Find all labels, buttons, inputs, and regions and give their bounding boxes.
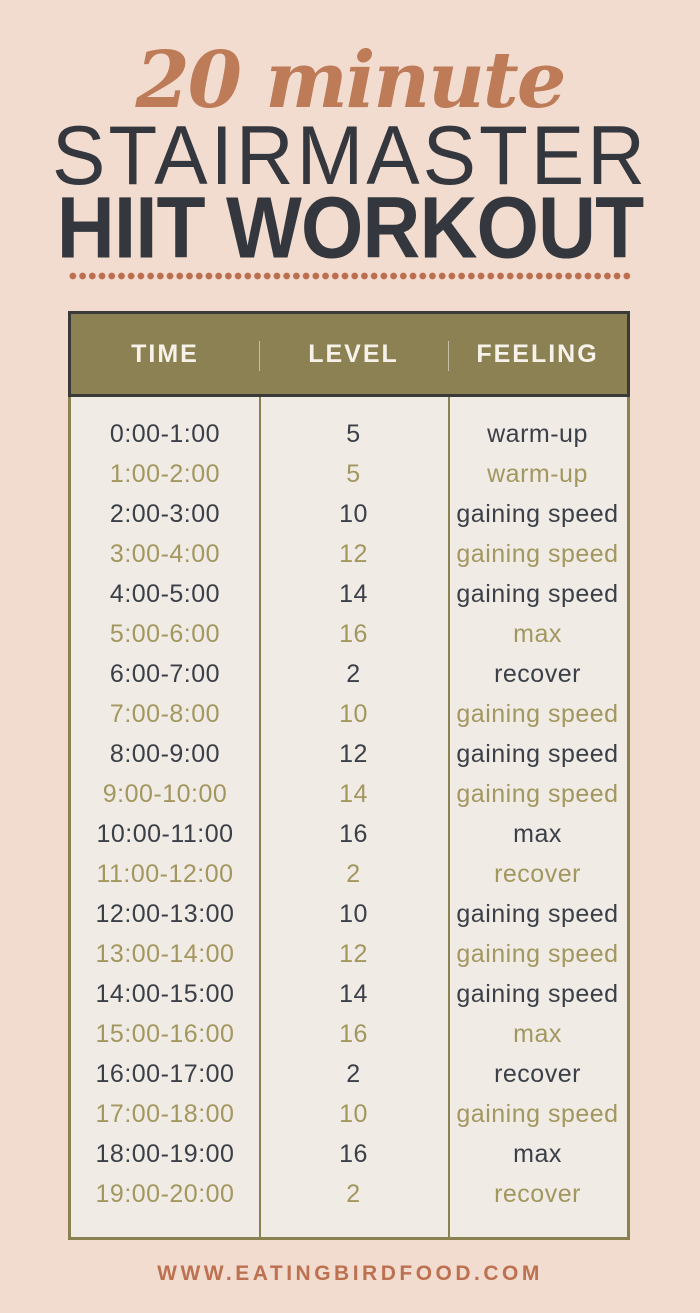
cell-feeling: recover	[494, 659, 581, 688]
cell-time: 2:00-3:00	[109, 499, 221, 528]
table-row: 14:00-15:00 14 gaining speed	[71, 974, 627, 1014]
cell-level: 2	[346, 859, 361, 888]
cell-level: 2	[346, 659, 361, 688]
table-row: 16:00-17:00 2 recover	[71, 1054, 627, 1094]
cell-feeling: warm-up	[487, 459, 588, 488]
cell-feeling: max	[513, 819, 562, 848]
table-row: 5:00-6:00 16 max	[71, 614, 627, 654]
table-row: 13:00-14:00 12 gaining speed	[71, 934, 627, 974]
cell-feeling: max	[513, 1019, 562, 1048]
header-divider	[448, 341, 449, 371]
cell-level: 10	[339, 699, 368, 728]
table-row: 7:00-8:00 10 gaining speed	[71, 694, 627, 734]
cell-level: 2	[346, 1059, 361, 1088]
table-row: 6:00-7:00 2 recover	[71, 654, 627, 694]
table-row: 3:00-4:00 12 gaining speed	[71, 534, 627, 574]
cell-level: 5	[346, 419, 361, 448]
table-row: 11:00-12:00 2 recover	[71, 854, 627, 894]
cell-feeling: max	[513, 1139, 562, 1168]
column-header-level: LEVEL	[308, 339, 399, 368]
cell-level: 14	[339, 579, 368, 608]
cell-time: 15:00-16:00	[95, 1019, 235, 1048]
cell-feeling: gaining speed	[456, 979, 619, 1008]
cell-time: 7:00-8:00	[109, 699, 221, 728]
table-row: 1:00-2:00 5 warm-up	[71, 454, 627, 494]
cell-level: 12	[339, 539, 368, 568]
table-row: 0:00-1:00 5 warm-up	[71, 414, 627, 454]
cell-level: 10	[339, 1099, 368, 1128]
website-url: WWW.EATINGBIRDFOOD.COM	[157, 1262, 543, 1285]
cell-time: 13:00-14:00	[95, 939, 235, 968]
cell-feeling: gaining speed	[456, 699, 619, 728]
table-row: 18:00-19:00 16 max	[71, 1134, 627, 1174]
workout-table-body: 0:00-1:00 5 warm-up 1:00-2:00 5 warm-up 2:00-3…	[68, 397, 630, 1240]
title-script-20-minute: 20 minute	[135, 34, 567, 126]
table-header-row: TIME LEVEL FEELING	[68, 311, 630, 397]
cell-time: 16:00-17:00	[95, 1059, 235, 1088]
table-row: 9:00-10:00 14 gaining speed	[71, 774, 627, 814]
cell-feeling: recover	[494, 1179, 581, 1208]
cell-level: 10	[339, 899, 368, 928]
cell-level: 14	[339, 979, 368, 1008]
column-header-feeling: FEELING	[476, 339, 599, 368]
cell-feeling: recover	[494, 1059, 581, 1088]
table-row: 17:00-18:00 10 gaining speed	[71, 1094, 627, 1134]
cell-time: 0:00-1:00	[109, 419, 221, 448]
cell-feeling: warm-up	[487, 419, 588, 448]
cell-feeling: gaining speed	[456, 779, 619, 808]
cell-feeling: gaining speed	[456, 579, 619, 608]
cell-feeling: gaining speed	[456, 499, 619, 528]
header-divider	[259, 341, 260, 371]
cell-time: 19:00-20:00	[95, 1179, 235, 1208]
cell-time: 9:00-10:00	[102, 779, 228, 808]
table-row: 10:00-11:00 16 max	[71, 814, 627, 854]
cell-time: 8:00-9:00	[109, 739, 221, 768]
column-header-time: TIME	[131, 339, 199, 368]
table-row: 8:00-9:00 12 gaining speed	[71, 734, 627, 774]
cell-time: 17:00-18:00	[95, 1099, 235, 1128]
cell-time: 1:00-2:00	[109, 459, 221, 488]
cell-level: 16	[339, 619, 368, 648]
cell-time: 10:00-11:00	[96, 819, 234, 848]
cell-level: 16	[339, 1019, 368, 1048]
cell-time: 12:00-13:00	[95, 899, 235, 928]
cell-feeling: max	[513, 619, 562, 648]
table-row: 15:00-16:00 16 max	[71, 1014, 627, 1054]
cell-time: 3:00-4:00	[109, 539, 221, 568]
cell-level: 16	[339, 819, 368, 848]
table-row: 19:00-20:00 2 recover	[71, 1174, 627, 1214]
title-hiit-workout: HIIT WORKOUT	[56, 180, 644, 277]
cell-feeling: gaining speed	[456, 739, 619, 768]
table-row: 12:00-13:00 10 gaining speed	[71, 894, 627, 934]
cell-level: 5	[346, 459, 361, 488]
title-stairmaster: STAIRMASTER	[51, 109, 648, 202]
cell-time: 5:00-6:00	[109, 619, 221, 648]
cell-time: 18:00-19:00	[95, 1139, 235, 1168]
cell-feeling: gaining speed	[456, 899, 619, 928]
cell-level: 2	[346, 1179, 361, 1208]
cell-time: 11:00-12:00	[96, 859, 234, 888]
dotted-divider-icon	[68, 272, 632, 280]
cell-feeling: gaining speed	[456, 939, 619, 968]
cell-level: 14	[339, 779, 368, 808]
cell-level: 16	[339, 1139, 368, 1168]
cell-level: 12	[339, 939, 368, 968]
workout-table: TIME LEVEL FEELING 0:00-1:00 5 warm-up 1:00…	[68, 311, 630, 1240]
cell-time: 14:00-15:00	[95, 979, 235, 1008]
cell-time: 4:00-5:00	[109, 579, 221, 608]
table-row: 4:00-5:00 14 gaining speed	[71, 574, 627, 614]
column-divider	[448, 397, 450, 1237]
cell-feeling: recover	[494, 859, 581, 888]
cell-feeling: gaining speed	[456, 539, 619, 568]
cell-feeling: gaining speed	[456, 1099, 619, 1128]
cell-level: 10	[339, 499, 368, 528]
cell-level: 12	[339, 739, 368, 768]
column-divider	[259, 397, 261, 1237]
cell-time: 6:00-7:00	[109, 659, 221, 688]
table-row: 2:00-3:00 10 gaining speed	[71, 494, 627, 534]
